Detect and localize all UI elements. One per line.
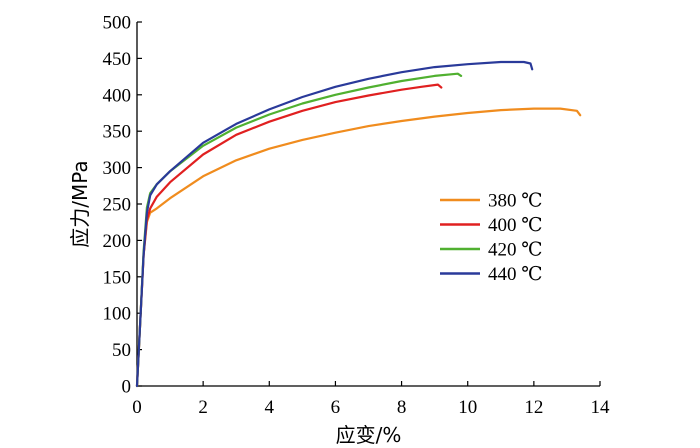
series-line-4 [135, 60, 534, 388]
y-tick-label: 200 [103, 231, 132, 252]
y-tick-label: 350 [103, 122, 132, 143]
ticks: 0 50 100 150 200 250 300 350 400 450 500 0 2 4 6 8 10 12 1… [103, 13, 611, 419]
y-tick-label: 400 [103, 85, 132, 106]
x-tick-label: 14 [591, 397, 611, 418]
legend-label: 420 ℃ [488, 240, 543, 261]
y-tick-label: 250 [103, 195, 132, 216]
legend: 380 ℃ 400 ℃ 420 ℃ 440 ℃ [440, 191, 543, 285]
x-axis-title: 应变/% [336, 423, 402, 447]
legend-label: 400 ℃ [488, 215, 543, 236]
legend-label: 380 ℃ [488, 191, 543, 212]
y-tick-label: 450 [103, 49, 132, 70]
series-line-2 [135, 83, 443, 388]
y-tick-label: 100 [103, 304, 132, 325]
x-tick-label: 6 [331, 397, 341, 418]
x-tick-label: 12 [524, 397, 543, 418]
y-tick-label: 0 [122, 377, 132, 398]
y-tick-label: 150 [103, 267, 132, 288]
y-axis-title: 应力/MPa [68, 160, 92, 247]
y-tick-label: 50 [112, 340, 131, 361]
y-tick-label: 300 [103, 158, 132, 179]
x-tick-label: 0 [132, 397, 142, 418]
y-tick-label: 500 [103, 13, 132, 34]
x-tick-label: 4 [265, 397, 275, 418]
x-tick-label: 10 [458, 397, 477, 418]
legend-label: 440 ℃ [488, 264, 543, 285]
plot-area [135, 60, 582, 388]
x-tick-label: 2 [198, 397, 208, 418]
x-tick-label: 8 [397, 397, 407, 418]
